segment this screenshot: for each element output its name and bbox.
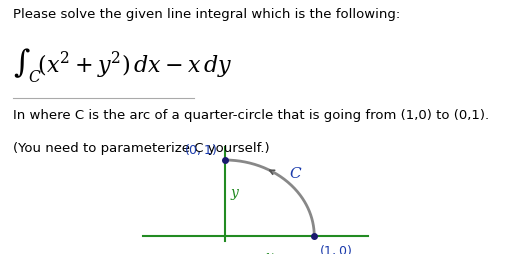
Text: $(0,1)$: $(0,1)$	[184, 142, 217, 157]
Text: $\mathit{C}$: $\mathit{C}$	[289, 166, 303, 181]
Text: $x$: $x$	[265, 250, 274, 254]
Text: $(1,0)$: $(1,0)$	[319, 243, 353, 254]
Text: Please solve the given line integral which is the following:: Please solve the given line integral whi…	[13, 8, 400, 21]
Text: $y$: $y$	[230, 187, 241, 202]
Text: In where C is the arc of a quarter-circle that is going from (1,0) to (0,1).: In where C is the arc of a quarter-circl…	[13, 109, 489, 122]
Text: (You need to parameterize C yourself.): (You need to parameterize C yourself.)	[13, 142, 269, 155]
Text: $\int_C\!(x^2 + y^2)\,dx - x\,dy$: $\int_C\!(x^2 + y^2)\,dx - x\,dy$	[13, 46, 232, 85]
